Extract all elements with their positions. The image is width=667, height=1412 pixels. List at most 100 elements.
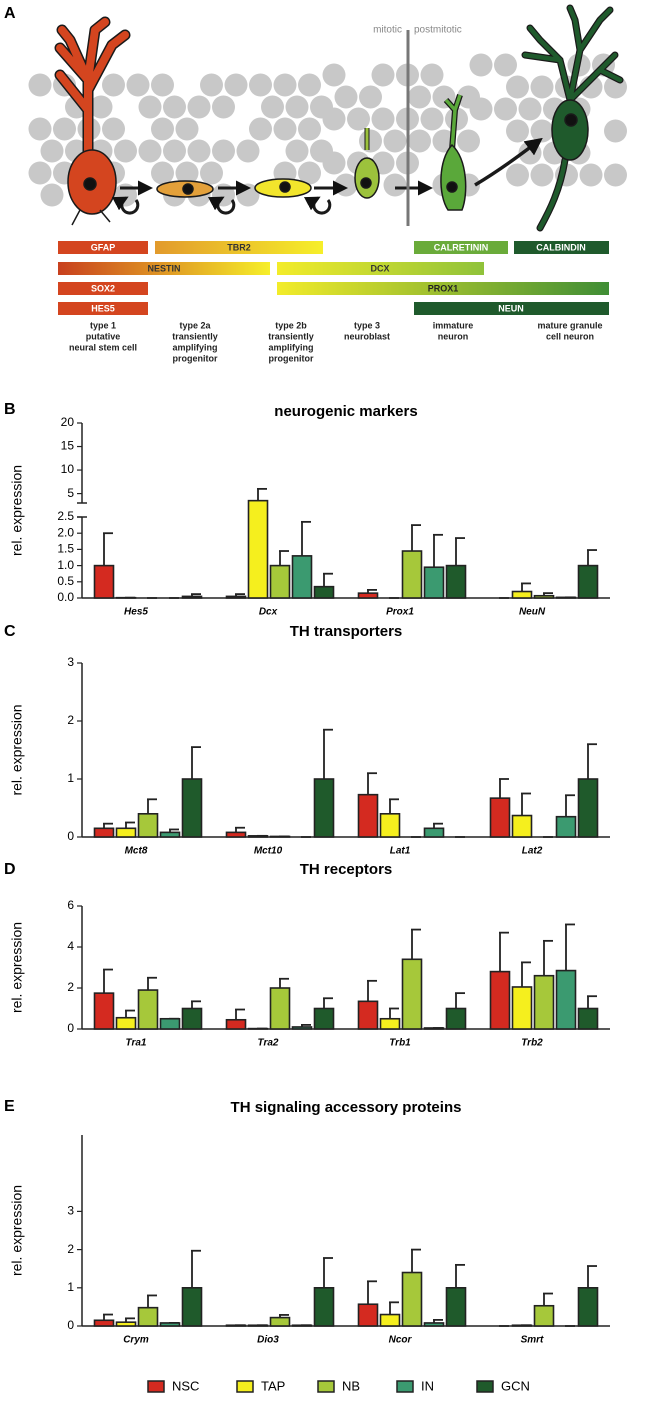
legend-label: TAP bbox=[261, 1378, 285, 1393]
x-tick-label: Dcx bbox=[259, 607, 278, 618]
tissue-cell bbox=[298, 118, 321, 141]
tissue-cell bbox=[372, 64, 395, 87]
marker-label: CALBINDIN bbox=[536, 242, 586, 252]
legend-label: NB bbox=[342, 1378, 360, 1393]
y-tick-label: 0.5 bbox=[57, 574, 74, 588]
y-axis-label: rel. expression bbox=[9, 465, 25, 556]
bar bbox=[403, 551, 422, 598]
bar bbox=[227, 832, 246, 837]
tissue-background bbox=[29, 54, 628, 207]
bar bbox=[425, 567, 444, 598]
bar bbox=[95, 993, 114, 1029]
cell-type-label: cell neuron bbox=[546, 331, 594, 341]
bar bbox=[183, 779, 202, 837]
chart-title: TH transporters bbox=[290, 623, 403, 640]
bar bbox=[249, 1325, 268, 1326]
bar bbox=[139, 814, 158, 837]
bar bbox=[183, 1288, 202, 1326]
bar bbox=[249, 501, 268, 598]
tissue-cell bbox=[506, 120, 529, 143]
tissue-cell bbox=[151, 74, 174, 97]
bar bbox=[161, 1323, 180, 1326]
bar bbox=[579, 566, 598, 598]
cell-type-label: progenitor bbox=[269, 353, 314, 363]
tissue-cell bbox=[139, 140, 162, 163]
bar bbox=[95, 1320, 114, 1326]
bar bbox=[359, 795, 378, 837]
tissue-cell bbox=[151, 118, 174, 141]
bar bbox=[359, 1001, 378, 1029]
tissue-cell bbox=[249, 118, 272, 141]
bar bbox=[381, 1315, 400, 1326]
tissue-cell bbox=[102, 74, 125, 97]
gcn-cell bbox=[525, 8, 620, 228]
cell-type-label: transiently bbox=[172, 331, 218, 341]
y-tick-label: 2.5 bbox=[57, 509, 74, 523]
bar bbox=[315, 1009, 334, 1030]
legend-swatch bbox=[318, 1381, 334, 1392]
y-tick-label: 5 bbox=[67, 486, 74, 500]
tissue-cell bbox=[457, 130, 480, 153]
tissue-cell bbox=[53, 118, 76, 141]
tissue-cell bbox=[163, 140, 186, 163]
tissue-cell bbox=[494, 54, 517, 77]
bar bbox=[535, 596, 554, 598]
tissue-cell bbox=[470, 54, 493, 77]
tissue-cell bbox=[384, 174, 407, 197]
tissue-cell bbox=[421, 64, 444, 87]
marker-label: PROX1 bbox=[428, 283, 459, 293]
tissue-cell bbox=[29, 162, 52, 185]
tissue-cell bbox=[139, 96, 162, 119]
x-tick-label: Mct8 bbox=[125, 846, 148, 857]
bar bbox=[491, 798, 510, 837]
x-tick-label: Ncor bbox=[389, 1335, 413, 1346]
bar bbox=[557, 597, 576, 598]
bar bbox=[293, 1325, 312, 1326]
mitotic-label: mitotic bbox=[373, 25, 402, 36]
chart-title: TH receptors bbox=[300, 861, 393, 878]
legend-swatch bbox=[477, 1381, 493, 1392]
y-tick-label: 2 bbox=[67, 980, 74, 994]
tissue-cell bbox=[274, 74, 297, 97]
y-tick-label: 0 bbox=[67, 829, 74, 843]
cell-type-label: neuroblast bbox=[344, 331, 390, 341]
x-tick-label: Smrt bbox=[521, 1335, 544, 1346]
bar bbox=[315, 587, 334, 598]
tissue-cell bbox=[286, 96, 309, 119]
marker-label: CALRETININ bbox=[434, 242, 489, 252]
panel-label: E bbox=[4, 1098, 15, 1115]
bar bbox=[403, 1273, 422, 1326]
y-tick-label: 6 bbox=[67, 898, 74, 912]
bar bbox=[95, 566, 114, 598]
cell-type-label: immature bbox=[433, 320, 474, 330]
legend-label: GCN bbox=[501, 1378, 530, 1393]
y-axis-label: rel. expression bbox=[9, 704, 25, 795]
marker-label: DCX bbox=[370, 263, 389, 273]
bar bbox=[491, 972, 510, 1029]
cell-type-label: putative bbox=[86, 331, 121, 341]
tissue-cell bbox=[384, 130, 407, 153]
tissue-cell bbox=[604, 164, 627, 187]
tissue-cell bbox=[531, 120, 554, 143]
bar bbox=[315, 779, 334, 837]
bar bbox=[139, 1308, 158, 1326]
tissue-cell bbox=[212, 96, 235, 119]
tissue-cell bbox=[323, 108, 346, 131]
bar bbox=[535, 976, 554, 1029]
y-tick-label: 1.0 bbox=[57, 558, 74, 572]
bar bbox=[139, 990, 158, 1029]
bar bbox=[183, 596, 202, 598]
x-tick-label: Crym bbox=[123, 1335, 149, 1346]
cell-type-label: neuron bbox=[438, 331, 469, 341]
cell-type-label: type 2b bbox=[275, 320, 307, 330]
x-tick-label: Lat1 bbox=[390, 846, 411, 857]
y-tick-label: 3 bbox=[67, 655, 74, 669]
x-tick-label: Prox1 bbox=[386, 607, 414, 618]
panel-label: B bbox=[4, 401, 16, 418]
y-tick-label: 20 bbox=[61, 415, 75, 429]
cell-type-label: type 1 bbox=[90, 320, 116, 330]
tissue-cell bbox=[470, 98, 493, 121]
tissue-cell bbox=[323, 152, 346, 175]
cell-type-label: transiently bbox=[268, 331, 314, 341]
tissue-cell bbox=[359, 130, 382, 153]
